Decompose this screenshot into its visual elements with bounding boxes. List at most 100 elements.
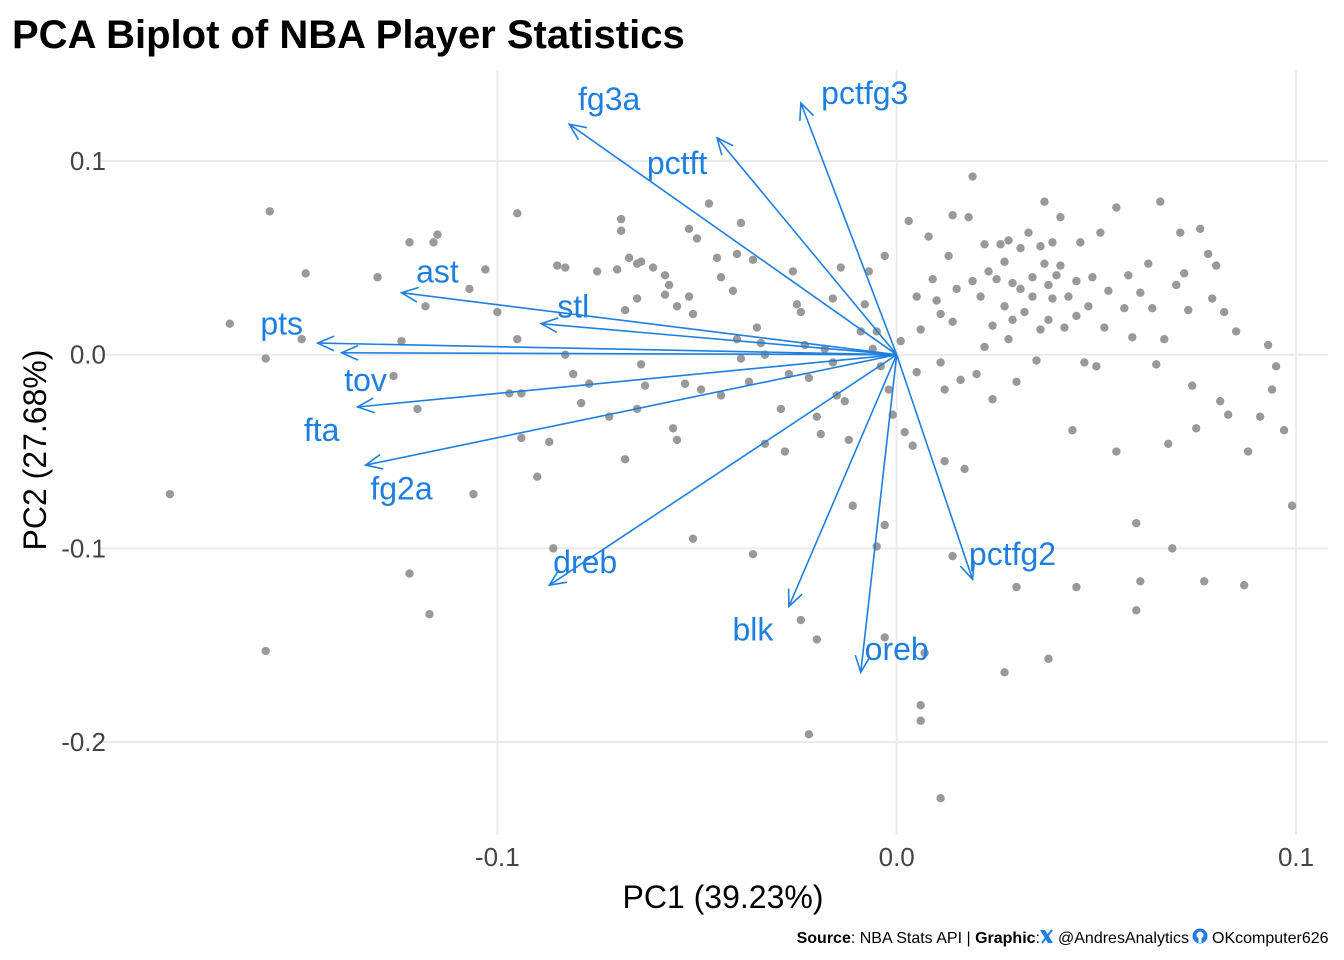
score-point — [940, 385, 949, 394]
score-point — [620, 305, 630, 315]
score-point — [1072, 582, 1081, 592]
score-point — [1188, 381, 1197, 390]
score-point — [1004, 236, 1013, 245]
score-point — [1060, 323, 1069, 332]
caption-graphic-label: Graphic — [975, 930, 1036, 947]
score-point — [748, 255, 758, 264]
score-point — [1164, 439, 1173, 448]
score-point — [716, 273, 726, 282]
caption-x-handle: @AndresAnalytics — [1058, 930, 1189, 947]
score-point — [760, 439, 770, 448]
score-point — [1223, 410, 1233, 419]
score-point — [704, 199, 714, 208]
score-point — [912, 367, 921, 377]
score-point — [1068, 426, 1077, 435]
loading-arrow-stl — [539, 317, 897, 356]
loading-label-tov: tov — [344, 362, 387, 398]
score-point — [672, 435, 682, 445]
score-point — [960, 464, 969, 474]
score-point — [736, 218, 746, 228]
score-point — [1020, 307, 1029, 317]
score-point — [948, 317, 957, 326]
score-point — [1040, 259, 1049, 268]
score-point — [924, 232, 933, 241]
score-point — [1132, 606, 1141, 615]
score-point — [660, 271, 670, 280]
score-point — [1203, 249, 1213, 259]
score-point — [1016, 284, 1025, 294]
score-point — [1032, 356, 1041, 365]
score-point — [968, 276, 977, 286]
score-point — [261, 354, 270, 363]
score-point — [896, 336, 905, 346]
x-axis-ticks: -0.1 0.0 0.1 — [475, 842, 1314, 872]
loading-arrow-pctft — [715, 136, 898, 356]
score-point — [792, 300, 802, 309]
score-point — [636, 360, 646, 369]
score-point — [569, 369, 578, 379]
score-point — [948, 551, 957, 561]
score-point — [872, 542, 881, 551]
score-point — [912, 292, 921, 301]
score-point — [988, 395, 997, 404]
score-point — [405, 569, 414, 578]
score-point — [373, 273, 382, 282]
score-point — [1000, 257, 1009, 266]
score-point — [972, 369, 981, 379]
score-point — [1267, 385, 1277, 394]
score-point — [1092, 362, 1101, 371]
score-point — [684, 292, 694, 301]
score-point — [1048, 294, 1057, 303]
loading-label-ast: ast — [416, 253, 459, 289]
score-point — [1172, 280, 1181, 290]
score-point — [1263, 340, 1273, 350]
score-point — [908, 441, 917, 450]
score-point — [968, 172, 977, 181]
score-point — [1287, 501, 1297, 510]
score-point — [1128, 333, 1137, 342]
score-point — [812, 635, 822, 644]
y-tick-label: 0.0 — [70, 340, 106, 370]
score-point — [788, 267, 798, 276]
score-point — [828, 358, 838, 367]
caption-graphic-sep: : — [1036, 930, 1040, 947]
score-point — [1028, 292, 1037, 301]
score-point — [505, 389, 514, 398]
loading-label-stl: stl — [557, 288, 589, 324]
loading-arrow-pts — [315, 335, 897, 356]
loading-label-oreb: oreb — [865, 631, 929, 667]
score-point — [301, 269, 310, 278]
score-point — [1120, 304, 1129, 313]
score-point — [225, 319, 234, 328]
score-point — [1072, 311, 1081, 321]
score-point — [1028, 273, 1037, 282]
loading-arrow-fta — [355, 353, 897, 414]
score-point — [561, 350, 570, 359]
y-axis-title: PC2 (27.68%) — [17, 350, 53, 551]
score-point — [728, 286, 738, 295]
score-point — [684, 224, 694, 234]
score-point — [1096, 228, 1105, 237]
x-tick-label: 0.1 — [1278, 842, 1314, 872]
score-point — [592, 267, 602, 276]
score-point — [696, 385, 706, 394]
score-point — [952, 284, 961, 294]
score-point — [624, 253, 634, 263]
y-tick-label: -0.2 — [61, 727, 106, 757]
chart-title: PCA Biplot of NBA Player Statistics — [12, 13, 685, 57]
score-point — [732, 249, 742, 259]
score-point — [996, 240, 1005, 249]
score-point — [660, 290, 670, 299]
score-point — [640, 381, 650, 390]
score-point — [433, 230, 442, 239]
score-point — [1072, 276, 1081, 286]
score-point — [612, 265, 622, 274]
caption-source: Source: NBA Stats API | Graphic: — [797, 930, 1040, 947]
caption-source-label: Source — [797, 930, 851, 947]
score-point — [297, 335, 306, 344]
score-point — [265, 207, 274, 216]
score-point — [1215, 396, 1225, 406]
score-point — [988, 321, 997, 330]
score-point — [1180, 269, 1189, 278]
score-point — [880, 251, 889, 261]
